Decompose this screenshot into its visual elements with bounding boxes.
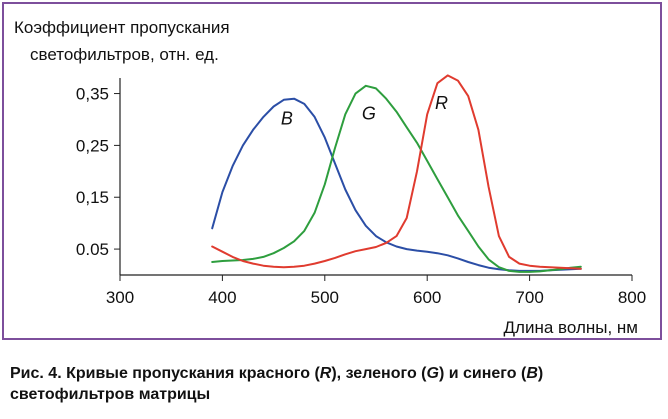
x-tick-label: 600 [413, 288, 441, 307]
x-tick-label: 700 [515, 288, 543, 307]
x-tick-label: 400 [208, 288, 236, 307]
caption-mid1: ), зеленого ( [331, 365, 427, 382]
transmission-chart: Коэффициент пропускания светофильтров, о… [14, 18, 646, 337]
caption-b: B [526, 365, 538, 382]
series-line-r [211, 74, 582, 270]
series-label-r: R [435, 93, 448, 113]
figure-frame [2, 2, 662, 340]
series-layer [211, 74, 582, 273]
caption-suffix: ) [537, 365, 544, 382]
caption-line-1: Рис. 4. Кривые пропускания красного (R),… [10, 363, 662, 384]
caption-line-2: светофильтров матрицы [10, 386, 211, 403]
figure-caption: Рис. 4. Кривые пропускания красного (R),… [10, 363, 662, 405]
axes: 300 400 500 600 700 800 0.05 0,15 0,25 0,35 [76, 78, 646, 307]
caption-prefix: Рис. 4. Кривые пропускания красного ( [10, 365, 320, 382]
y-axis-label-line2: светофильтров, отн. ед. [30, 45, 219, 64]
caption-r: R [319, 365, 332, 382]
series-label-g: G [362, 103, 376, 123]
y-tick-label: 0,15 [76, 188, 109, 207]
series-line-b [211, 97, 582, 272]
x-tick-label: 800 [618, 288, 646, 307]
caption-mid2: ) и синего ( [438, 365, 527, 382]
x-tick-label: 500 [311, 288, 339, 307]
series-labels: B GR [281, 93, 448, 129]
x-axis-label: Длина волны, нм [504, 318, 638, 337]
y-tick-label: 0,25 [76, 136, 109, 155]
caption-g: G [426, 365, 439, 382]
y-tick-label: 0.05 [76, 240, 109, 259]
x-tick-label: 300 [106, 288, 134, 307]
y-tick-label: 0,35 [76, 85, 109, 104]
series-label-b: B [281, 109, 293, 129]
y-axis-label-line1: Коэффициент пропускания [14, 18, 230, 37]
series-line-g [211, 84, 582, 273]
